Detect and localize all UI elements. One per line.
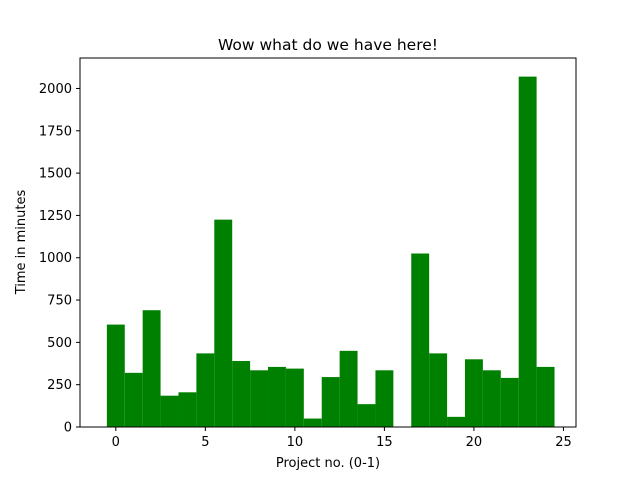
bar <box>339 350 358 427</box>
bar <box>178 392 197 427</box>
y-tick-label: 0 <box>64 421 72 436</box>
bar <box>482 370 501 427</box>
bar <box>357 404 376 427</box>
bar <box>464 359 483 427</box>
x-tick-label: 10 <box>287 435 304 450</box>
y-tick-label: 250 <box>47 378 72 393</box>
bar <box>214 219 233 427</box>
y-tick-label: 2000 <box>39 82 72 97</box>
bar <box>285 368 304 427</box>
x-axis-label: Project no. (0-1) <box>276 456 380 471</box>
bar <box>124 372 143 427</box>
bar <box>321 377 340 427</box>
bar <box>268 366 286 427</box>
bar <box>232 360 251 427</box>
x-tick-label: 5 <box>201 435 209 450</box>
y-tick-label: 1000 <box>39 251 72 266</box>
bar <box>375 370 394 427</box>
y-tick-label: 1750 <box>39 124 72 139</box>
y-tick-label: 750 <box>47 294 72 309</box>
x-tick-label: 25 <box>555 435 572 450</box>
bar <box>196 353 215 427</box>
bar <box>160 395 179 427</box>
x-tick-label: 15 <box>376 435 393 450</box>
bar <box>250 370 269 427</box>
x-tick-label: 0 <box>112 435 120 450</box>
bar <box>142 310 161 427</box>
y-tick-label: 1500 <box>39 167 72 182</box>
chart-title: Wow what do we have here! <box>218 36 438 54</box>
bar <box>303 418 322 427</box>
bar <box>106 324 125 427</box>
bar <box>536 366 555 427</box>
bar <box>411 253 430 427</box>
y-tick-label: 500 <box>47 336 72 351</box>
bar <box>518 76 537 428</box>
y-axis-label: Time in minutes <box>14 190 29 296</box>
bar <box>429 353 448 427</box>
axes-frame <box>79 57 577 428</box>
x-tick-label: 20 <box>466 435 483 450</box>
y-tick-label: 1250 <box>39 209 72 224</box>
bar <box>500 377 519 427</box>
bar <box>447 416 465 427</box>
